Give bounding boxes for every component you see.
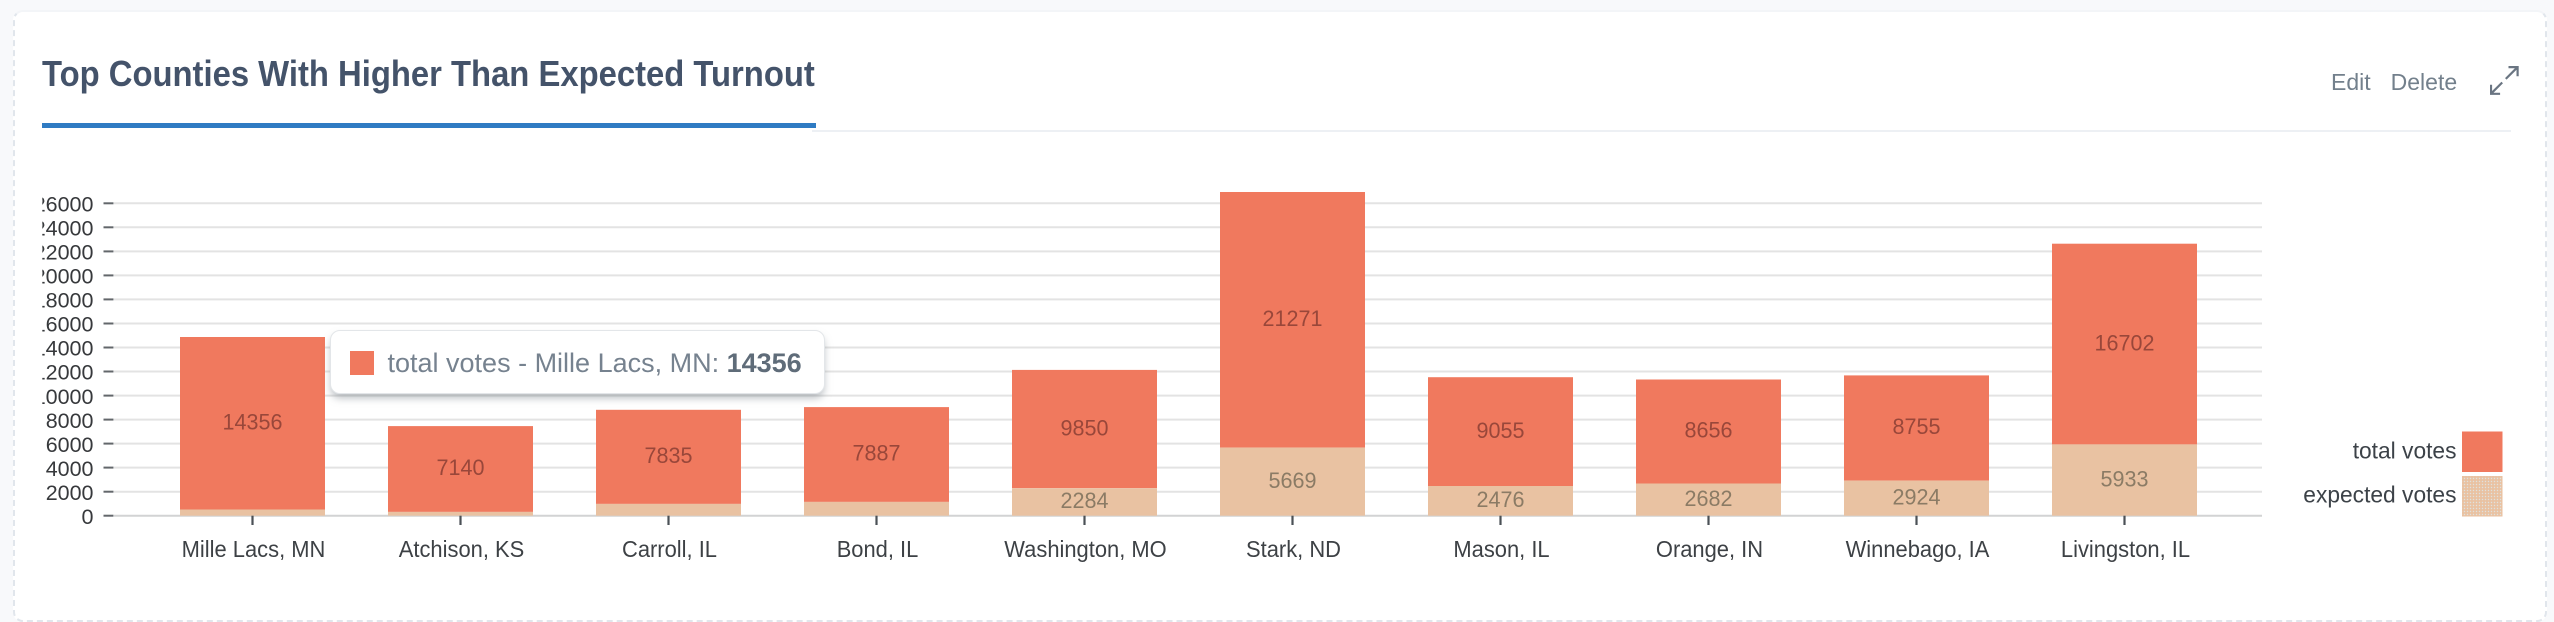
svg-text:22000: 22000 [34, 241, 94, 265]
svg-text:7887: 7887 [853, 441, 901, 466]
svg-text:Atchison, KS: Atchison, KS [399, 536, 525, 562]
svg-text:2924: 2924 [1893, 484, 1941, 509]
svg-text:total votes: total votes [2353, 438, 2457, 464]
svg-text:14356: 14356 [223, 409, 283, 434]
svg-text:expected votes: expected votes [2303, 482, 2456, 508]
svg-text:7835: 7835 [645, 443, 693, 468]
svg-text:6000: 6000 [46, 433, 94, 457]
svg-text:24000: 24000 [34, 217, 94, 241]
svg-text:Livingston, IL: Livingston, IL [2061, 536, 2190, 562]
svg-text:Winnebago, IA: Winnebago, IA [1846, 536, 1990, 562]
svg-text:8000: 8000 [46, 409, 94, 433]
svg-text:10000: 10000 [34, 385, 94, 409]
svg-text:9055: 9055 [1477, 418, 1525, 443]
svg-text:9850: 9850 [1061, 415, 1109, 440]
svg-text:18000: 18000 [34, 289, 94, 313]
svg-text:16000: 16000 [34, 313, 94, 337]
svg-text:26000: 26000 [34, 193, 94, 217]
svg-text:Mille Lacs, MN: Mille Lacs, MN [182, 536, 326, 562]
svg-text:Orange, IN: Orange, IN [1656, 536, 1763, 562]
svg-text:14000: 14000 [34, 337, 94, 361]
svg-text:Carroll, IL: Carroll, IL [622, 536, 717, 562]
svg-text:8755: 8755 [1893, 414, 1941, 439]
svg-text:Mason, IL: Mason, IL [1453, 536, 1549, 562]
svg-text:2000: 2000 [46, 481, 94, 505]
svg-text:Washington, MO: Washington, MO [1004, 536, 1166, 562]
svg-text:8656: 8656 [1685, 418, 1733, 443]
svg-text:5933: 5933 [2101, 466, 2149, 491]
svg-text:2284: 2284 [1061, 488, 1109, 513]
svg-text:12000: 12000 [34, 361, 94, 385]
svg-text:Stark, ND: Stark, ND [1246, 536, 1341, 562]
svg-text:0: 0 [82, 505, 94, 529]
svg-text:16702: 16702 [2095, 330, 2155, 355]
svg-text:Bond, IL: Bond, IL [837, 536, 919, 562]
svg-text:7140: 7140 [437, 455, 485, 480]
svg-text:20000: 20000 [34, 265, 94, 289]
svg-text:21271: 21271 [1263, 306, 1323, 331]
svg-text:4000: 4000 [46, 457, 94, 481]
svg-text:5669: 5669 [1269, 468, 1317, 493]
svg-text:2476: 2476 [1477, 487, 1525, 512]
svg-text:2682: 2682 [1685, 486, 1733, 511]
